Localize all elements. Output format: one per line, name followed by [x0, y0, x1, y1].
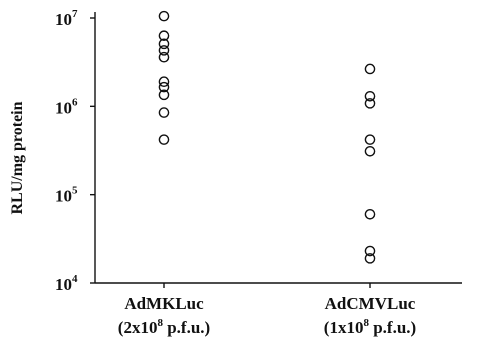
- data-point: [158, 134, 170, 145]
- y-ticks: 104 105 106 107: [55, 8, 95, 294]
- x-category-label: AdMKLuc: [124, 294, 204, 313]
- data-point: [158, 51, 170, 63]
- data-point: [158, 38, 170, 50]
- data-point: [364, 98, 376, 109]
- data-points: [158, 10, 376, 264]
- data-point: [158, 107, 170, 118]
- data-point: [158, 30, 170, 42]
- x-category-dose-label: (2x108 p.f.u.): [118, 317, 210, 337]
- data-point: [158, 81, 170, 93]
- data-point: [364, 90, 376, 102]
- y-axis-label: RLU/mg protein: [9, 101, 26, 214]
- data-point: [364, 134, 376, 145]
- data-point: [364, 145, 376, 157]
- y-tick-label: 106: [55, 96, 78, 117]
- data-point: [158, 45, 170, 56]
- data-point: [364, 208, 376, 220]
- data-point: [364, 253, 376, 264]
- data-point: [158, 10, 170, 22]
- data-point: [364, 245, 376, 257]
- axes: [94, 12, 462, 284]
- data-point: [158, 89, 170, 101]
- y-tick-label: 105: [55, 185, 78, 206]
- x-category-label: AdCMVLuc: [325, 294, 416, 313]
- y-tick-label: 107: [55, 8, 78, 29]
- y-tick-label: 104: [55, 273, 78, 294]
- data-point: [158, 76, 170, 88]
- x-category-dose-label: (1x108 p.f.u.): [324, 317, 416, 337]
- data-point: [364, 63, 376, 75]
- x-categories: AdMKLuc (2x108 p.f.u.) AdCMVLuc (1x108 p.f.…: [118, 283, 416, 337]
